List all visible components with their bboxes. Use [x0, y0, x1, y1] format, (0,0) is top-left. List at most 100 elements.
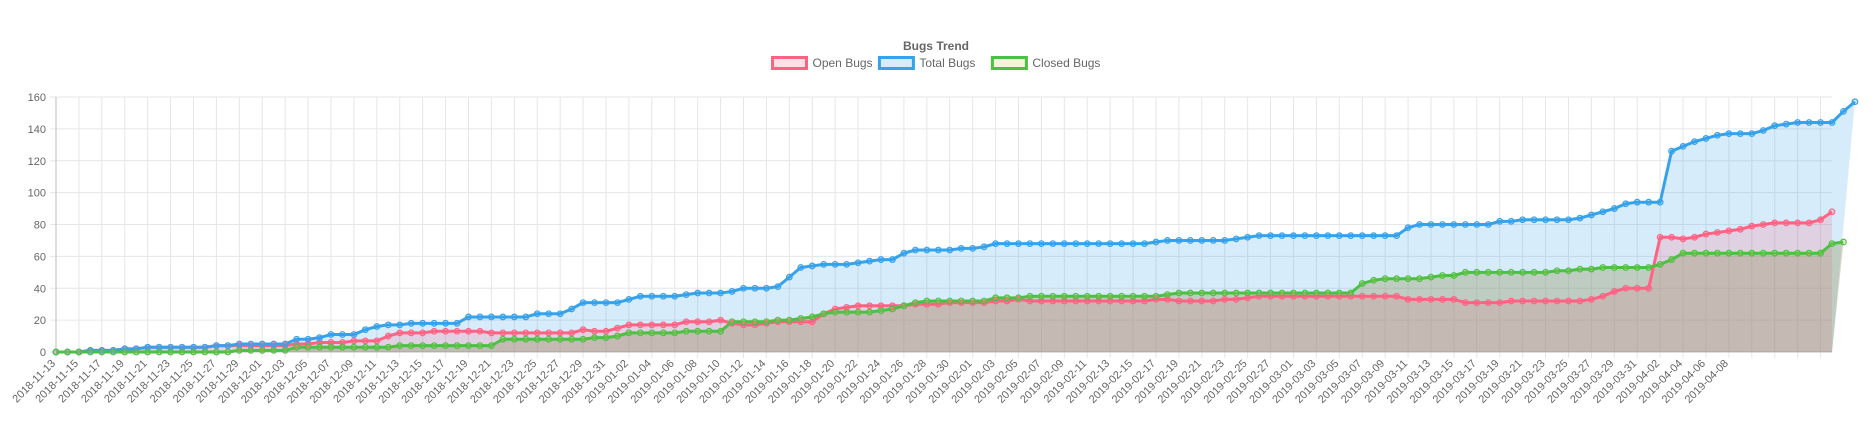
point-closed-bugs — [1714, 249, 1721, 257]
point-closed-bugs — [1186, 289, 1194, 297]
point-open-bugs — [843, 303, 851, 311]
point-total-bugs — [602, 299, 610, 306]
area-open-bugs — [56, 211, 1832, 352]
point-closed-bugs — [923, 297, 931, 305]
line-total-bugs — [56, 100, 1856, 354]
point-total-bugs — [992, 240, 999, 248]
point-closed-bugs — [1530, 268, 1538, 276]
point-open-bugs — [1771, 219, 1779, 227]
point-total-bugs — [625, 296, 633, 303]
point-total-bugs — [1530, 216, 1538, 224]
point-closed-bugs — [717, 327, 724, 335]
point-open-bugs — [1393, 292, 1400, 300]
point-open-bugs — [1095, 297, 1103, 305]
point-closed-bugs — [419, 342, 427, 350]
point-open-bugs — [1622, 284, 1630, 292]
point-open-bugs — [499, 329, 507, 337]
point-total-bugs — [213, 342, 220, 350]
point-total-bugs — [545, 310, 553, 318]
point-open-bugs — [1668, 233, 1675, 241]
point-closed-bugs — [1015, 294, 1022, 302]
legend-item-open-bugs[interactable]: Open Bugs — [771, 56, 873, 70]
point-total-bugs — [327, 331, 335, 338]
point-open-bugs — [1072, 297, 1080, 305]
point-closed-bugs — [1232, 289, 1240, 297]
point-closed-bugs — [1702, 249, 1710, 257]
legend[interactable]: Open Bugs Total Bugs Closed Bugs — [771, 56, 1101, 70]
point-closed-bugs — [911, 299, 919, 306]
point-total-bugs — [1060, 240, 1068, 248]
point-total-bugs — [155, 343, 163, 351]
point-total-bugs — [1828, 119, 1836, 126]
point-closed-bugs — [213, 348, 220, 356]
point-closed-bugs — [1209, 289, 1217, 297]
point-total-bugs — [1015, 240, 1022, 248]
point-closed-bugs — [797, 315, 805, 322]
y-tick-label: 0 — [40, 347, 46, 359]
point-open-bugs — [1542, 297, 1549, 305]
point-total-bugs — [785, 273, 793, 281]
point-closed-bugs — [1622, 264, 1630, 271]
point-total-bugs — [442, 319, 449, 327]
point-open-bugs — [430, 327, 438, 335]
point-closed-bugs — [854, 308, 862, 316]
point-total-bugs — [407, 319, 415, 327]
legend-item-total-bugs[interactable]: Total Bugs — [877, 56, 975, 70]
point-open-bugs — [671, 321, 679, 329]
point-total-bugs — [304, 335, 312, 343]
point-open-bugs — [694, 318, 702, 326]
point-total-bugs — [1691, 138, 1698, 146]
point-closed-bugs — [1519, 268, 1527, 276]
point-total-bugs — [1232, 235, 1240, 243]
point-total-bugs — [1404, 224, 1412, 232]
point-open-bugs — [465, 327, 472, 335]
point-closed-bugs — [1370, 276, 1378, 284]
point-open-bugs — [1129, 297, 1137, 305]
point-open-bugs — [579, 326, 587, 334]
point-total-bugs — [1244, 233, 1252, 241]
point-total-bugs — [705, 289, 713, 297]
point-total-bugs — [1565, 216, 1572, 224]
point-total-bugs — [190, 343, 197, 351]
point-closed-bugs — [1645, 264, 1653, 271]
point-closed-bugs — [1828, 240, 1836, 248]
point-closed-bugs — [1152, 292, 1160, 300]
point-total-bugs — [522, 313, 530, 321]
point-closed-bugs — [934, 297, 942, 305]
point-total-bugs — [396, 321, 404, 329]
point-open-bugs — [1198, 297, 1206, 305]
point-open-bugs — [1221, 296, 1229, 303]
point-closed-bugs — [361, 343, 369, 351]
point-total-bugs — [1656, 198, 1664, 206]
point-open-bugs — [1244, 294, 1252, 302]
point-total-bugs — [1335, 232, 1343, 240]
point-closed-bugs — [522, 335, 530, 343]
point-closed-bugs — [1553, 267, 1561, 275]
point-open-bugs — [1141, 297, 1148, 305]
point-total-bugs — [568, 305, 576, 313]
point-total-bugs — [533, 310, 541, 318]
point-open-bugs — [1645, 284, 1653, 292]
point-total-bugs — [774, 283, 782, 291]
point-closed-bugs — [1255, 289, 1263, 297]
point-open-bugs — [1530, 297, 1538, 305]
point-total-bugs — [1622, 200, 1630, 208]
legend-label: Open Bugs — [813, 56, 873, 70]
point-open-bugs — [1049, 297, 1057, 305]
point-total-bugs — [1003, 240, 1011, 248]
legend-item-closed-bugs[interactable]: Closed Bugs — [990, 56, 1100, 70]
point-total-bugs — [957, 245, 965, 252]
point-closed-bugs — [614, 332, 621, 340]
point-open-bugs — [659, 321, 667, 329]
point-closed-bugs — [1106, 292, 1114, 300]
point-closed-bugs — [694, 327, 702, 335]
point-total-bugs — [1450, 221, 1458, 228]
point-open-bugs — [625, 321, 633, 329]
point-total-bugs — [476, 313, 484, 321]
point-closed-bugs — [1141, 292, 1148, 300]
point-closed-bugs — [1450, 272, 1458, 279]
point-open-bugs — [350, 337, 358, 345]
point-closed-bugs — [442, 342, 449, 350]
point-closed-bugs — [682, 327, 690, 335]
